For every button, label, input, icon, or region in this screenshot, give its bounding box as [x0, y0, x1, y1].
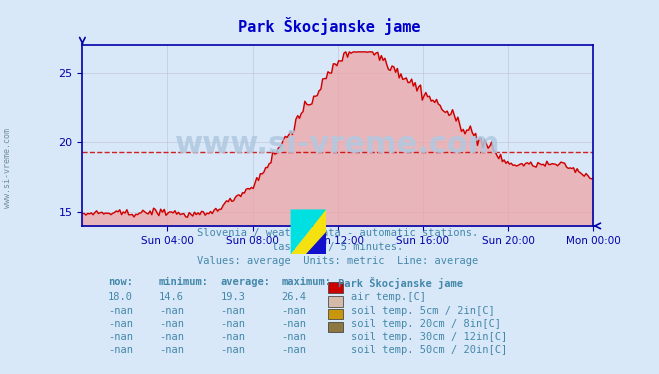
Text: Values: average  Units: metric  Line: average: Values: average Units: metric Line: aver… [197, 256, 478, 266]
Text: minimum:: minimum: [159, 277, 209, 287]
Text: www.si-vreme.com: www.si-vreme.com [175, 130, 500, 159]
Text: -nan: -nan [108, 344, 133, 355]
Text: Slovenia / weather data - automatic stations.: Slovenia / weather data - automatic stat… [197, 228, 478, 238]
Text: -nan: -nan [159, 306, 184, 316]
Text: 26.4: 26.4 [281, 292, 306, 302]
Text: -nan: -nan [220, 332, 245, 342]
Text: 18.0: 18.0 [108, 292, 133, 302]
FancyBboxPatch shape [328, 334, 343, 345]
FancyBboxPatch shape [328, 296, 343, 307]
Polygon shape [306, 232, 326, 254]
Text: -nan: -nan [220, 319, 245, 329]
Text: last day / 5 minutes.: last day / 5 minutes. [272, 242, 403, 252]
Text: www.si-vreme.com: www.si-vreme.com [3, 128, 13, 208]
Text: air temp.[C]: air temp.[C] [351, 292, 426, 302]
Text: Park Škocjanske jame: Park Škocjanske jame [239, 17, 420, 35]
Text: maximum:: maximum: [281, 277, 331, 287]
Text: now:: now: [108, 277, 133, 287]
Text: -nan: -nan [220, 344, 245, 355]
Text: -nan: -nan [281, 306, 306, 316]
Text: -nan: -nan [159, 344, 184, 355]
Text: soil temp. 20cm / 8in[C]: soil temp. 20cm / 8in[C] [351, 319, 500, 329]
Text: soil temp. 50cm / 20in[C]: soil temp. 50cm / 20in[C] [351, 344, 507, 355]
Text: 14.6: 14.6 [159, 292, 184, 302]
Text: average:: average: [220, 277, 270, 287]
Text: -nan: -nan [108, 319, 133, 329]
FancyBboxPatch shape [328, 309, 343, 319]
Text: -nan: -nan [220, 306, 245, 316]
FancyBboxPatch shape [328, 322, 343, 332]
Text: -nan: -nan [159, 319, 184, 329]
Text: -nan: -nan [108, 332, 133, 342]
Polygon shape [291, 209, 326, 254]
FancyBboxPatch shape [328, 282, 343, 293]
Text: -nan: -nan [108, 306, 133, 316]
Polygon shape [291, 209, 326, 254]
Text: -nan: -nan [159, 332, 184, 342]
Text: -nan: -nan [281, 344, 306, 355]
Text: Park Škocjanske jame: Park Škocjanske jame [338, 277, 463, 289]
Text: soil temp. 30cm / 12in[C]: soil temp. 30cm / 12in[C] [351, 332, 507, 342]
Text: 19.3: 19.3 [220, 292, 245, 302]
Text: -nan: -nan [281, 319, 306, 329]
Text: -nan: -nan [281, 332, 306, 342]
Text: soil temp. 5cm / 2in[C]: soil temp. 5cm / 2in[C] [351, 306, 494, 316]
